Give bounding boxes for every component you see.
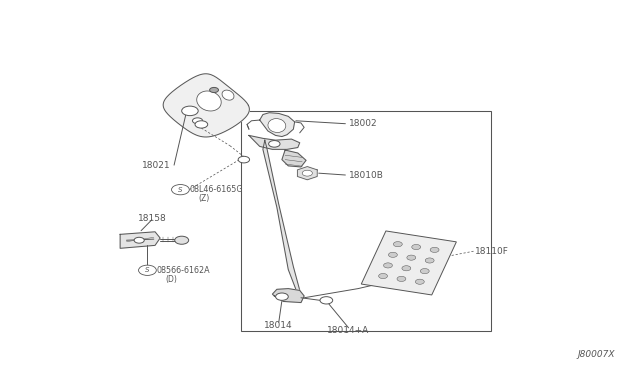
Ellipse shape [268, 119, 286, 132]
Text: 18014: 18014 [264, 321, 293, 330]
Circle shape [402, 266, 411, 271]
Text: (Z): (Z) [199, 194, 210, 203]
Circle shape [430, 247, 439, 253]
Ellipse shape [222, 90, 234, 100]
Polygon shape [298, 167, 317, 180]
Bar [361, 231, 456, 295]
Text: 18010B: 18010B [349, 170, 383, 180]
Circle shape [134, 237, 144, 243]
Circle shape [397, 276, 406, 282]
Circle shape [175, 236, 189, 244]
Polygon shape [163, 74, 250, 137]
Text: S: S [178, 187, 182, 193]
Text: 18002: 18002 [349, 119, 377, 128]
Text: 18158: 18158 [138, 215, 166, 224]
Text: J80007X: J80007X [577, 350, 615, 359]
Circle shape [138, 265, 156, 275]
Text: S: S [145, 267, 150, 273]
Circle shape [394, 242, 403, 247]
Circle shape [172, 185, 189, 195]
Circle shape [210, 87, 218, 93]
Circle shape [415, 279, 424, 284]
Polygon shape [273, 289, 304, 302]
Circle shape [320, 296, 333, 304]
Circle shape [302, 170, 312, 176]
Circle shape [193, 118, 203, 124]
Polygon shape [120, 232, 160, 248]
Circle shape [238, 156, 250, 163]
Circle shape [388, 252, 397, 257]
Text: 08566-6162A: 08566-6162A [157, 266, 211, 275]
Polygon shape [260, 113, 294, 137]
Circle shape [412, 244, 420, 250]
Text: 08L46-6165G: 08L46-6165G [190, 185, 244, 194]
Circle shape [425, 258, 434, 263]
Polygon shape [263, 140, 302, 302]
Circle shape [276, 293, 288, 300]
Circle shape [195, 121, 208, 128]
Circle shape [420, 269, 429, 274]
Text: 18014+A: 18014+A [328, 326, 370, 335]
Polygon shape [249, 135, 300, 149]
Circle shape [269, 141, 280, 147]
Circle shape [383, 263, 392, 268]
Circle shape [182, 106, 198, 116]
Text: 18021: 18021 [142, 161, 171, 170]
Polygon shape [282, 150, 306, 167]
Text: (D): (D) [166, 275, 178, 284]
Text: 18110F: 18110F [476, 247, 509, 256]
Circle shape [379, 273, 387, 279]
Ellipse shape [196, 91, 221, 111]
Circle shape [407, 255, 416, 260]
Bar [241, 111, 492, 331]
